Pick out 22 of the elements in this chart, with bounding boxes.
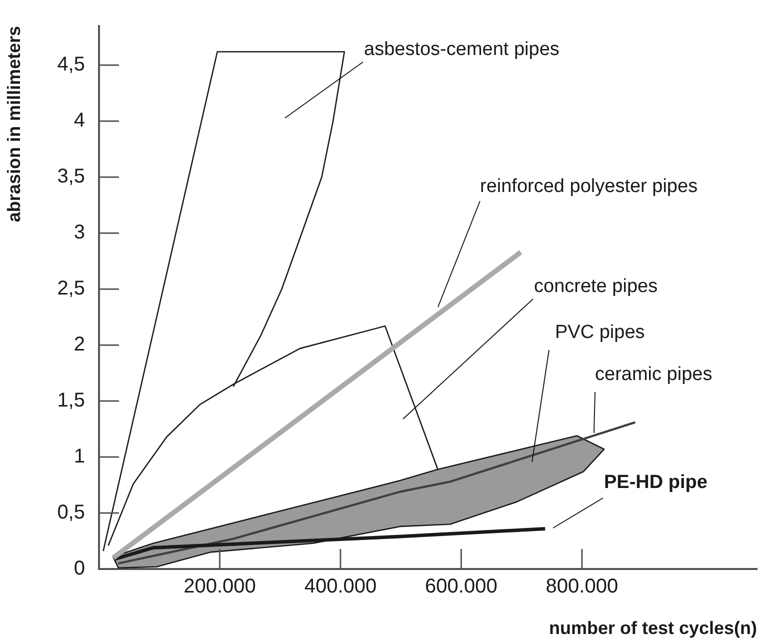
- y-tick-label: 2,5: [57, 278, 85, 300]
- series-label: asbestos-cement pipes: [364, 39, 560, 60]
- text: ceramic pipes: [595, 364, 712, 386]
- x-tick-label: 200.000: [184, 576, 256, 598]
- y-tick-label: 0,5: [57, 502, 85, 524]
- text: PE-HD pipe: [604, 472, 708, 494]
- text: reinforced polyester pipes: [480, 176, 698, 198]
- x-tick-label: 600.000: [425, 576, 498, 598]
- x-axis-title: number of test cycles(n): [548, 618, 758, 638]
- y-tick-label: 2: [74, 334, 85, 356]
- y-axis-title: abrasion in millimeters: [4, 26, 24, 222]
- y-tick-label: 1: [74, 446, 85, 468]
- y-tick-label: 0: [74, 558, 85, 580]
- x-tick-label: 800.000: [546, 576, 618, 598]
- y-tick-label: 4: [74, 110, 85, 132]
- y-tick-label: 4,5: [57, 54, 85, 76]
- text: concrete pipes: [534, 276, 658, 298]
- y-tick-label: 3: [74, 222, 85, 244]
- text: PVC pipes: [555, 322, 645, 344]
- y-tick-label: 1,5: [57, 390, 85, 412]
- y-tick-label: 3,5: [57, 166, 85, 188]
- x-tick-label: 400.000: [304, 576, 377, 598]
